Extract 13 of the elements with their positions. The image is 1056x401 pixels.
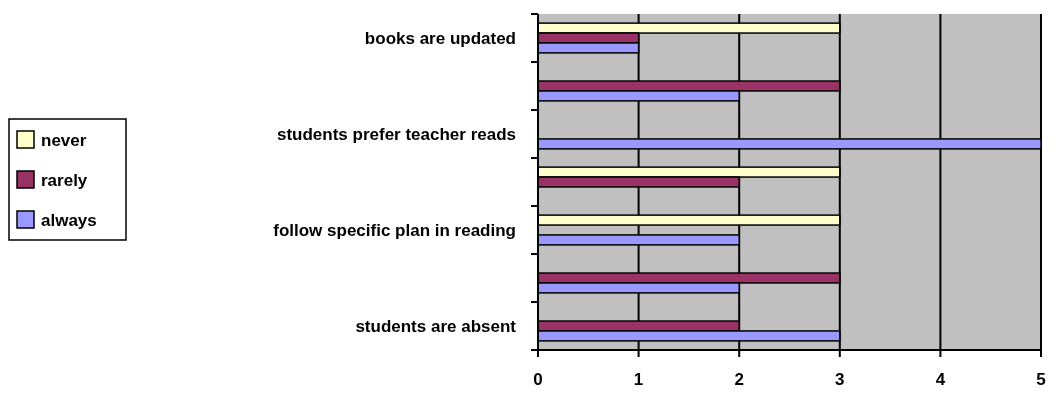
x-tick-label: 5 bbox=[1036, 370, 1046, 389]
x-tick-label: 2 bbox=[734, 370, 744, 389]
x-tick-label: 0 bbox=[533, 370, 543, 389]
y-tick-label: students are absent bbox=[355, 317, 517, 336]
legend-label: always bbox=[41, 211, 97, 230]
legend-label: never bbox=[41, 131, 87, 150]
y-tick-label: students prefer teacher reads bbox=[276, 125, 516, 144]
y-tick-label: books are updated bbox=[364, 29, 516, 48]
x-tick-label: 1 bbox=[633, 370, 644, 389]
x-tick-label: 4 bbox=[935, 370, 946, 389]
legend-label: rarely bbox=[41, 171, 88, 190]
y-tick-label: follow specific plan in reading bbox=[273, 221, 516, 240]
x-tick-label: 3 bbox=[835, 370, 845, 389]
